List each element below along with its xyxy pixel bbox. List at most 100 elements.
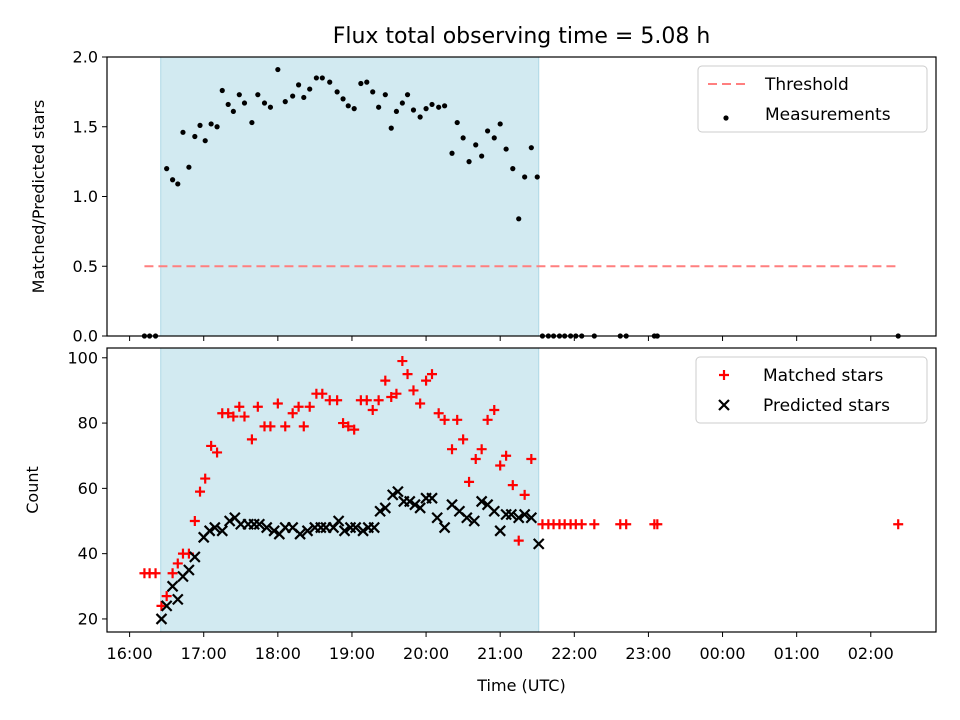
- predicted-stars-point: [357, 525, 369, 537]
- predicted-stars-point: [155, 613, 168, 625]
- measurements-point: [255, 92, 261, 98]
- predicted-stars-point: [414, 502, 426, 514]
- flux-ratio-panel: 0.0 0.5 1.0 1.5 2.0 Flux total observing tim…: [29, 24, 937, 346]
- matched-stars-point: [343, 421, 354, 432]
- measurements-point: [202, 138, 208, 144]
- measurements-point: [516, 216, 522, 222]
- matched-stars-point: [287, 408, 298, 419]
- matched-stars-point: [464, 476, 475, 487]
- predicted-stars-point: [253, 518, 266, 531]
- measurements-point: [429, 101, 435, 108]
- top-panel-ticks: 0.0 0.5 1.0 1.5 2.0: [73, 48, 872, 346]
- predicted-stars-point: [209, 521, 221, 534]
- measurements-point: [449, 150, 455, 156]
- measurements-point: [484, 128, 491, 134]
- matched-stars-point: [458, 434, 469, 445]
- measurements-point: [460, 135, 466, 141]
- matched-stars-point: [228, 411, 239, 422]
- measurements-point: [358, 80, 364, 87]
- measurements-point: [479, 153, 485, 159]
- predicted-stars-point: [525, 511, 538, 524]
- predicted-stars-point: [494, 525, 506, 537]
- matched-stars-point: [495, 460, 506, 471]
- x-axis-label: Time (UTC): [476, 676, 565, 695]
- measurements-point: [399, 100, 405, 106]
- x-tick-label: 00:00: [699, 644, 745, 663]
- predicted-stars-point: [260, 521, 273, 534]
- matched-stars-point: [439, 414, 450, 425]
- matched-stars-point: [476, 444, 487, 455]
- measurements-point: [236, 92, 242, 98]
- measurements-point: [364, 79, 370, 85]
- measurements-point: [267, 104, 274, 110]
- matched-stars-point: [212, 447, 223, 458]
- x-tick-label: 21:00: [477, 644, 523, 663]
- matched-stars-point: [161, 591, 172, 602]
- predicted-stars-point: [203, 525, 216, 537]
- legend-top: Threshold Measurements: [697, 65, 928, 133]
- measurements-point: [382, 92, 388, 98]
- predicted-stars-legend-label: Predicted stars: [763, 396, 890, 416]
- measurements-point: [290, 93, 296, 99]
- measurements-point: [313, 75, 319, 81]
- measurements-point: [214, 124, 220, 130]
- measurements-point: [192, 133, 198, 140]
- measurements-point: [466, 159, 472, 165]
- y-tick-label: 60: [78, 479, 98, 498]
- measurements-point: [417, 114, 423, 120]
- measurements-point: [327, 79, 333, 85]
- predicted-stars-point: [488, 505, 501, 517]
- x-tick-label: 02:00: [848, 644, 894, 663]
- measurements-point: [301, 94, 307, 101]
- measurements-point: [208, 121, 214, 127]
- predicted-stars-point: [475, 495, 488, 508]
- measurements-point: [491, 135, 497, 141]
- matched-stars-point: [452, 414, 463, 425]
- measurements-point: [410, 107, 417, 113]
- y-tick-label: 40: [78, 544, 98, 563]
- matched-stars-point: [239, 411, 250, 422]
- matched-stars-point: [447, 444, 458, 455]
- matched-stars-point: [304, 401, 315, 412]
- matched-stars-point: [489, 405, 500, 416]
- matched-stars-point: [189, 516, 200, 527]
- predicted-stars-point: [512, 511, 525, 524]
- predicted-stars-point: [431, 511, 443, 524]
- measurements-point: [319, 75, 325, 81]
- predicted-stars-legend-swatch: [718, 399, 730, 411]
- measurements-point: [175, 181, 181, 187]
- y-tick-label: 100: [67, 348, 98, 367]
- matched-stars-point: [433, 408, 444, 419]
- measurements-point: [351, 106, 357, 112]
- predicted-stars-point: [532, 538, 545, 550]
- measurements-point: [186, 164, 192, 170]
- measurements-point: [275, 66, 281, 73]
- matched-stars-point: [380, 375, 391, 386]
- predicted-stars-point: [332, 515, 345, 527]
- measurements-point: [219, 87, 225, 94]
- matched-stars-point: [332, 395, 343, 406]
- matched-stars-legend-swatch: [719, 370, 729, 380]
- matched-stars-point: [361, 395, 372, 406]
- predicted-stars-point: [438, 521, 451, 534]
- matched-stars-point: [402, 369, 413, 380]
- x-tick-label: 16:00: [107, 644, 153, 663]
- bottom-panel-marks: [139, 356, 904, 625]
- measurements-point: [370, 89, 376, 95]
- predicted-stars-point: [223, 515, 236, 527]
- matched-stars-point: [234, 401, 245, 412]
- matched-stars-point: [482, 414, 493, 425]
- measurements-point: [510, 166, 516, 172]
- matched-stars-point: [470, 453, 481, 464]
- top-panel-frame: [106, 56, 937, 337]
- predicted-stars-point: [426, 492, 438, 504]
- measurements-point: [423, 106, 429, 112]
- matched-stars-point: [338, 418, 349, 429]
- matched-stars-point: [501, 450, 512, 461]
- x-tick-label: 19:00: [329, 644, 375, 663]
- measurements-point: [436, 104, 442, 110]
- y-tick-label: 0.0: [73, 327, 98, 346]
- measurements-point: [295, 82, 302, 88]
- measurements-legend-label: Measurements: [765, 105, 891, 125]
